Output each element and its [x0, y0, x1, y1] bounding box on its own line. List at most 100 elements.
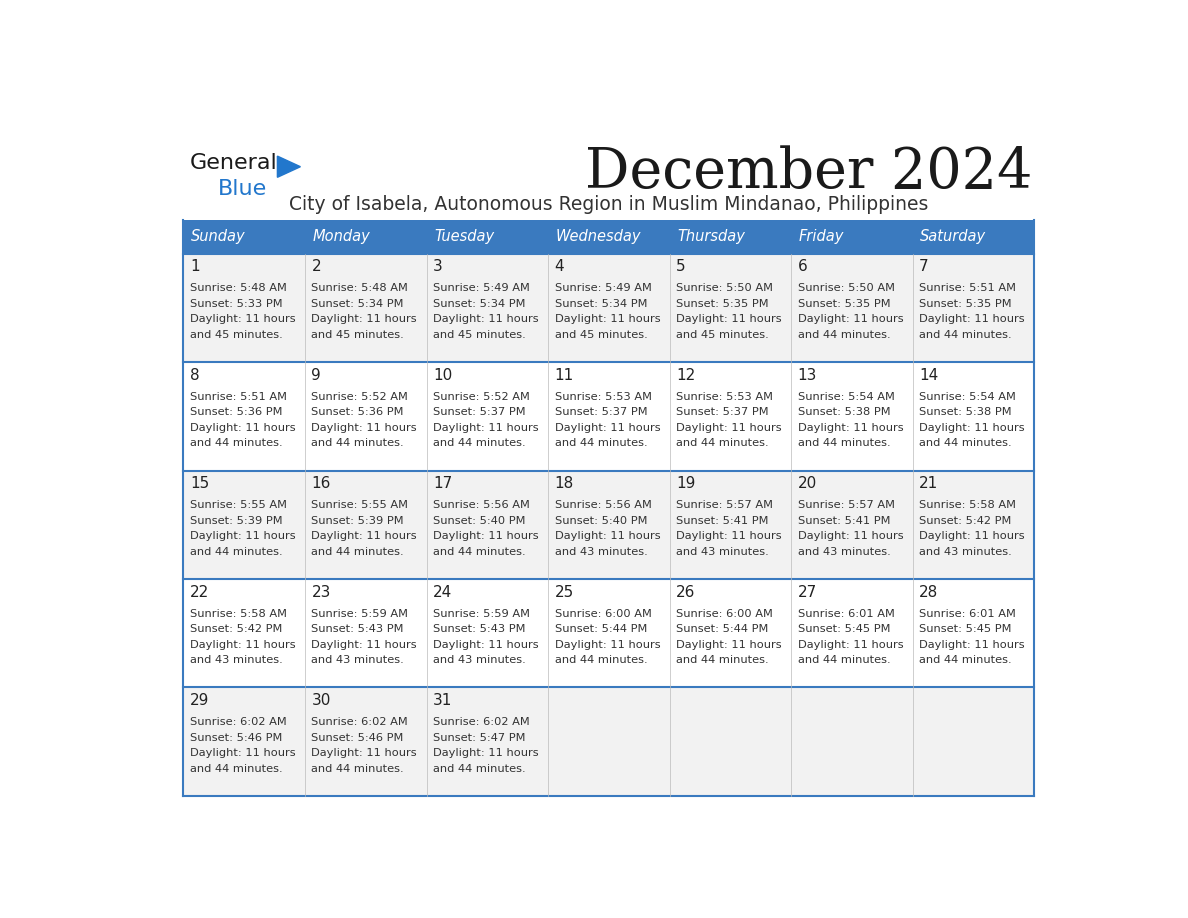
Text: Sunrise: 5:58 AM: Sunrise: 5:58 AM: [190, 609, 287, 619]
Text: Sunrise: 5:54 AM: Sunrise: 5:54 AM: [797, 392, 895, 402]
Text: Daylight: 11 hours: Daylight: 11 hours: [676, 532, 782, 542]
Text: Sunrise: 5:56 AM: Sunrise: 5:56 AM: [555, 500, 651, 510]
Text: Sunset: 5:39 PM: Sunset: 5:39 PM: [311, 516, 404, 526]
Bar: [183, 219, 305, 253]
Text: 27: 27: [797, 585, 817, 599]
Text: Daylight: 11 hours: Daylight: 11 hours: [311, 315, 417, 324]
Text: Sunset: 5:33 PM: Sunset: 5:33 PM: [190, 299, 283, 308]
Text: 4: 4: [555, 259, 564, 274]
Text: Daylight: 11 hours: Daylight: 11 hours: [555, 640, 661, 650]
Text: Daylight: 11 hours: Daylight: 11 hours: [920, 423, 1025, 433]
Text: Daylight: 11 hours: Daylight: 11 hours: [555, 423, 661, 433]
Text: Sunset: 5:46 PM: Sunset: 5:46 PM: [311, 733, 404, 743]
Text: Sunrise: 5:54 AM: Sunrise: 5:54 AM: [920, 392, 1016, 402]
Text: Sunrise: 5:48 AM: Sunrise: 5:48 AM: [311, 284, 409, 294]
Text: Daylight: 11 hours: Daylight: 11 hours: [311, 532, 417, 542]
Text: and 44 minutes.: and 44 minutes.: [311, 547, 404, 557]
Text: Sunset: 5:34 PM: Sunset: 5:34 PM: [432, 299, 525, 308]
Text: and 44 minutes.: and 44 minutes.: [432, 764, 525, 774]
Text: Sunrise: 5:57 AM: Sunrise: 5:57 AM: [676, 500, 773, 510]
Text: General: General: [190, 152, 278, 173]
Text: Sunset: 5:44 PM: Sunset: 5:44 PM: [555, 624, 647, 634]
Text: 8: 8: [190, 368, 200, 383]
Text: Sunset: 5:45 PM: Sunset: 5:45 PM: [920, 624, 1012, 634]
Text: Sunrise: 6:00 AM: Sunrise: 6:00 AM: [555, 609, 651, 619]
Text: and 44 minutes.: and 44 minutes.: [190, 764, 283, 774]
Text: 10: 10: [432, 368, 453, 383]
Text: Daylight: 11 hours: Daylight: 11 hours: [190, 315, 296, 324]
Text: and 44 minutes.: and 44 minutes.: [432, 547, 525, 557]
Text: and 44 minutes.: and 44 minutes.: [190, 439, 283, 448]
Text: Sunrise: 5:55 AM: Sunrise: 5:55 AM: [311, 500, 409, 510]
Text: Daylight: 11 hours: Daylight: 11 hours: [797, 532, 903, 542]
Text: Sunset: 5:38 PM: Sunset: 5:38 PM: [797, 408, 890, 418]
Text: and 45 minutes.: and 45 minutes.: [190, 330, 283, 340]
Bar: [426, 219, 548, 253]
Text: and 44 minutes.: and 44 minutes.: [555, 439, 647, 448]
Text: Sunset: 5:40 PM: Sunset: 5:40 PM: [432, 516, 525, 526]
Text: 13: 13: [797, 368, 817, 383]
Text: 1: 1: [190, 259, 200, 274]
Text: Sunrise: 5:49 AM: Sunrise: 5:49 AM: [432, 284, 530, 294]
Text: Tuesday: Tuesday: [434, 230, 494, 244]
Text: and 44 minutes.: and 44 minutes.: [920, 655, 1012, 666]
Text: 6: 6: [797, 259, 808, 274]
Text: Daylight: 11 hours: Daylight: 11 hours: [797, 315, 903, 324]
Text: 24: 24: [432, 585, 453, 599]
Text: Daylight: 11 hours: Daylight: 11 hours: [311, 748, 417, 758]
Text: Sunrise: 5:52 AM: Sunrise: 5:52 AM: [432, 392, 530, 402]
Text: Friday: Friday: [798, 230, 843, 244]
Text: Sunrise: 5:49 AM: Sunrise: 5:49 AM: [555, 284, 651, 294]
Text: Blue: Blue: [217, 179, 267, 199]
Text: 7: 7: [920, 259, 929, 274]
Text: Daylight: 11 hours: Daylight: 11 hours: [676, 315, 782, 324]
Text: 16: 16: [311, 476, 330, 491]
Text: Sunset: 5:37 PM: Sunset: 5:37 PM: [432, 408, 525, 418]
Text: 5: 5: [676, 259, 685, 274]
Text: Sunrise: 5:53 AM: Sunrise: 5:53 AM: [555, 392, 651, 402]
Bar: [670, 219, 791, 253]
Text: Daylight: 11 hours: Daylight: 11 hours: [311, 423, 417, 433]
Text: and 43 minutes.: and 43 minutes.: [311, 655, 404, 666]
Text: Sunset: 5:35 PM: Sunset: 5:35 PM: [797, 299, 890, 308]
Text: Sunset: 5:36 PM: Sunset: 5:36 PM: [311, 408, 404, 418]
Text: 12: 12: [676, 368, 695, 383]
Text: 19: 19: [676, 476, 695, 491]
Text: Sunset: 5:35 PM: Sunset: 5:35 PM: [920, 299, 1012, 308]
Text: Sunrise: 5:59 AM: Sunrise: 5:59 AM: [432, 609, 530, 619]
Text: and 44 minutes.: and 44 minutes.: [555, 655, 647, 666]
Text: Saturday: Saturday: [920, 230, 986, 244]
Text: and 45 minutes.: and 45 minutes.: [676, 330, 769, 340]
Text: and 44 minutes.: and 44 minutes.: [311, 439, 404, 448]
Text: and 43 minutes.: and 43 minutes.: [676, 547, 769, 557]
Bar: [183, 362, 1035, 471]
Text: City of Isabela, Autonomous Region in Muslim Mindanao, Philippines: City of Isabela, Autonomous Region in Mu…: [289, 195, 929, 214]
Text: 18: 18: [555, 476, 574, 491]
Text: Sunset: 5:34 PM: Sunset: 5:34 PM: [555, 299, 647, 308]
Text: and 43 minutes.: and 43 minutes.: [555, 547, 647, 557]
Text: Sunset: 5:43 PM: Sunset: 5:43 PM: [432, 624, 525, 634]
Text: 22: 22: [190, 585, 209, 599]
Text: and 44 minutes.: and 44 minutes.: [311, 764, 404, 774]
Text: Sunrise: 5:51 AM: Sunrise: 5:51 AM: [190, 392, 287, 402]
Text: Sunset: 5:38 PM: Sunset: 5:38 PM: [920, 408, 1012, 418]
Text: Sunrise: 6:01 AM: Sunrise: 6:01 AM: [920, 609, 1016, 619]
Text: Daylight: 11 hours: Daylight: 11 hours: [432, 640, 538, 650]
Bar: [183, 688, 1035, 796]
Text: Wednesday: Wednesday: [556, 230, 642, 244]
Text: and 44 minutes.: and 44 minutes.: [432, 439, 525, 448]
Text: Sunset: 5:37 PM: Sunset: 5:37 PM: [555, 408, 647, 418]
Text: and 44 minutes.: and 44 minutes.: [190, 547, 283, 557]
Text: and 44 minutes.: and 44 minutes.: [920, 330, 1012, 340]
Text: Sunrise: 5:48 AM: Sunrise: 5:48 AM: [190, 284, 286, 294]
Text: Sunset: 5:37 PM: Sunset: 5:37 PM: [676, 408, 769, 418]
Text: Sunset: 5:41 PM: Sunset: 5:41 PM: [676, 516, 769, 526]
Text: Sunrise: 5:51 AM: Sunrise: 5:51 AM: [920, 284, 1016, 294]
Text: Sunset: 5:39 PM: Sunset: 5:39 PM: [190, 516, 283, 526]
Text: 17: 17: [432, 476, 453, 491]
Text: 30: 30: [311, 693, 330, 708]
Text: 25: 25: [555, 585, 574, 599]
Text: Daylight: 11 hours: Daylight: 11 hours: [311, 640, 417, 650]
Text: and 44 minutes.: and 44 minutes.: [797, 330, 890, 340]
Text: 23: 23: [311, 585, 330, 599]
